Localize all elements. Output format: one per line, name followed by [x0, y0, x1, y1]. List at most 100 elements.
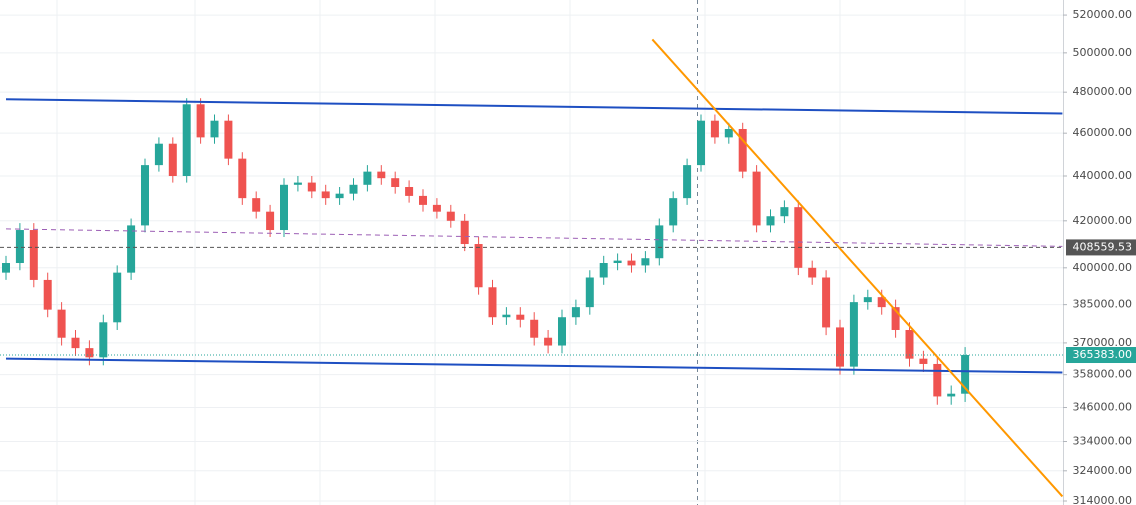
candle-body: [168, 143, 177, 176]
candle-body: [488, 287, 497, 318]
candle-body: [558, 317, 566, 346]
candle-body: [933, 363, 942, 397]
candle-body: [836, 327, 844, 367]
candle-body: [15, 230, 24, 264]
candle-body: [502, 314, 511, 318]
candle: [780, 200, 789, 224]
candle: [585, 270, 594, 315]
y-tick-label: 358000.00: [1073, 368, 1133, 381]
candle: [849, 294, 858, 375]
candle: [307, 175, 316, 199]
candle-body: [849, 302, 858, 367]
candle: [99, 314, 108, 366]
price-label-box: [1066, 239, 1136, 256]
candle: [627, 253, 636, 273]
y-tick-label: 500000.00: [1073, 46, 1133, 59]
candle: [530, 312, 539, 346]
candle: [29, 223, 38, 288]
candle-body: [822, 277, 831, 328]
candle-body: [224, 120, 233, 159]
candle: [544, 329, 553, 354]
candle: [391, 171, 400, 194]
trend-line: [5, 98, 1063, 115]
candle-body: [154, 143, 163, 166]
candle: [488, 279, 497, 325]
candle-body: [446, 211, 455, 221]
candle-body: [99, 322, 108, 358]
y-tick-label: 385000.00: [1073, 298, 1133, 311]
candle: [141, 158, 149, 233]
trend-line: [5, 357, 1063, 374]
candle: [613, 253, 622, 271]
candle: [446, 204, 455, 228]
candle: [947, 385, 956, 405]
candle: [460, 213, 469, 252]
candle: [502, 307, 511, 325]
candle: [961, 347, 970, 402]
candle-body: [863, 297, 872, 303]
candle-body: [627, 260, 636, 266]
candle-body: [113, 272, 122, 323]
candle-body: [196, 104, 205, 138]
candle-body: [947, 393, 956, 397]
candle: [127, 218, 136, 280]
candle: [919, 350, 928, 372]
candle: [321, 184, 330, 205]
candle-body: [363, 171, 372, 185]
candle: [571, 299, 580, 325]
candle: [752, 165, 761, 233]
y-tick-label: 400000.00: [1073, 261, 1133, 274]
candle: [154, 137, 163, 172]
candle-body: [432, 204, 441, 212]
candle-body: [613, 260, 622, 264]
candle-body: [293, 182, 302, 185]
candle: [516, 307, 525, 328]
time-grid: [56, 0, 966, 505]
candle-body: [182, 104, 191, 176]
candle-body: [349, 184, 358, 194]
candle-body: [71, 337, 80, 349]
candle-body: [808, 267, 817, 278]
candle: [808, 260, 817, 285]
candle-body: [127, 225, 136, 273]
candle: [280, 178, 288, 238]
candle-body: [141, 165, 149, 226]
y-tick-label: 520000.00: [1073, 8, 1133, 21]
candle-body: [43, 279, 52, 310]
candle-body: [641, 258, 650, 266]
candle-body: [85, 348, 94, 358]
candle-body: [697, 120, 705, 166]
candle: [85, 340, 94, 366]
candle-body: [738, 128, 747, 172]
candle-body: [307, 182, 316, 192]
candle-body: [877, 297, 886, 308]
candle: [182, 98, 191, 183]
candle-body: [919, 358, 928, 364]
candle: [377, 165, 386, 185]
candle-body: [419, 195, 427, 205]
candle-body: [210, 120, 219, 138]
candle: [71, 329, 80, 357]
candle-body: [516, 314, 525, 320]
candle: [266, 204, 275, 238]
candle-body: [252, 198, 261, 212]
candle-body: [321, 191, 330, 199]
candle: [863, 289, 872, 310]
candle-body: [391, 178, 400, 188]
candle: [710, 114, 719, 144]
candle: [349, 178, 358, 201]
candle: [558, 309, 566, 354]
candle: [405, 180, 414, 203]
candle: [836, 319, 844, 375]
candle-body: [530, 319, 539, 338]
candle: [43, 272, 52, 318]
candle: [669, 191, 678, 233]
candle-body: [794, 207, 803, 268]
candle-body: [280, 184, 288, 231]
candle: [905, 322, 914, 367]
candle-body: [599, 263, 608, 278]
candle-body: [710, 120, 719, 138]
candle-body: [961, 355, 970, 394]
y-tick-label: 334000.00: [1073, 435, 1133, 448]
